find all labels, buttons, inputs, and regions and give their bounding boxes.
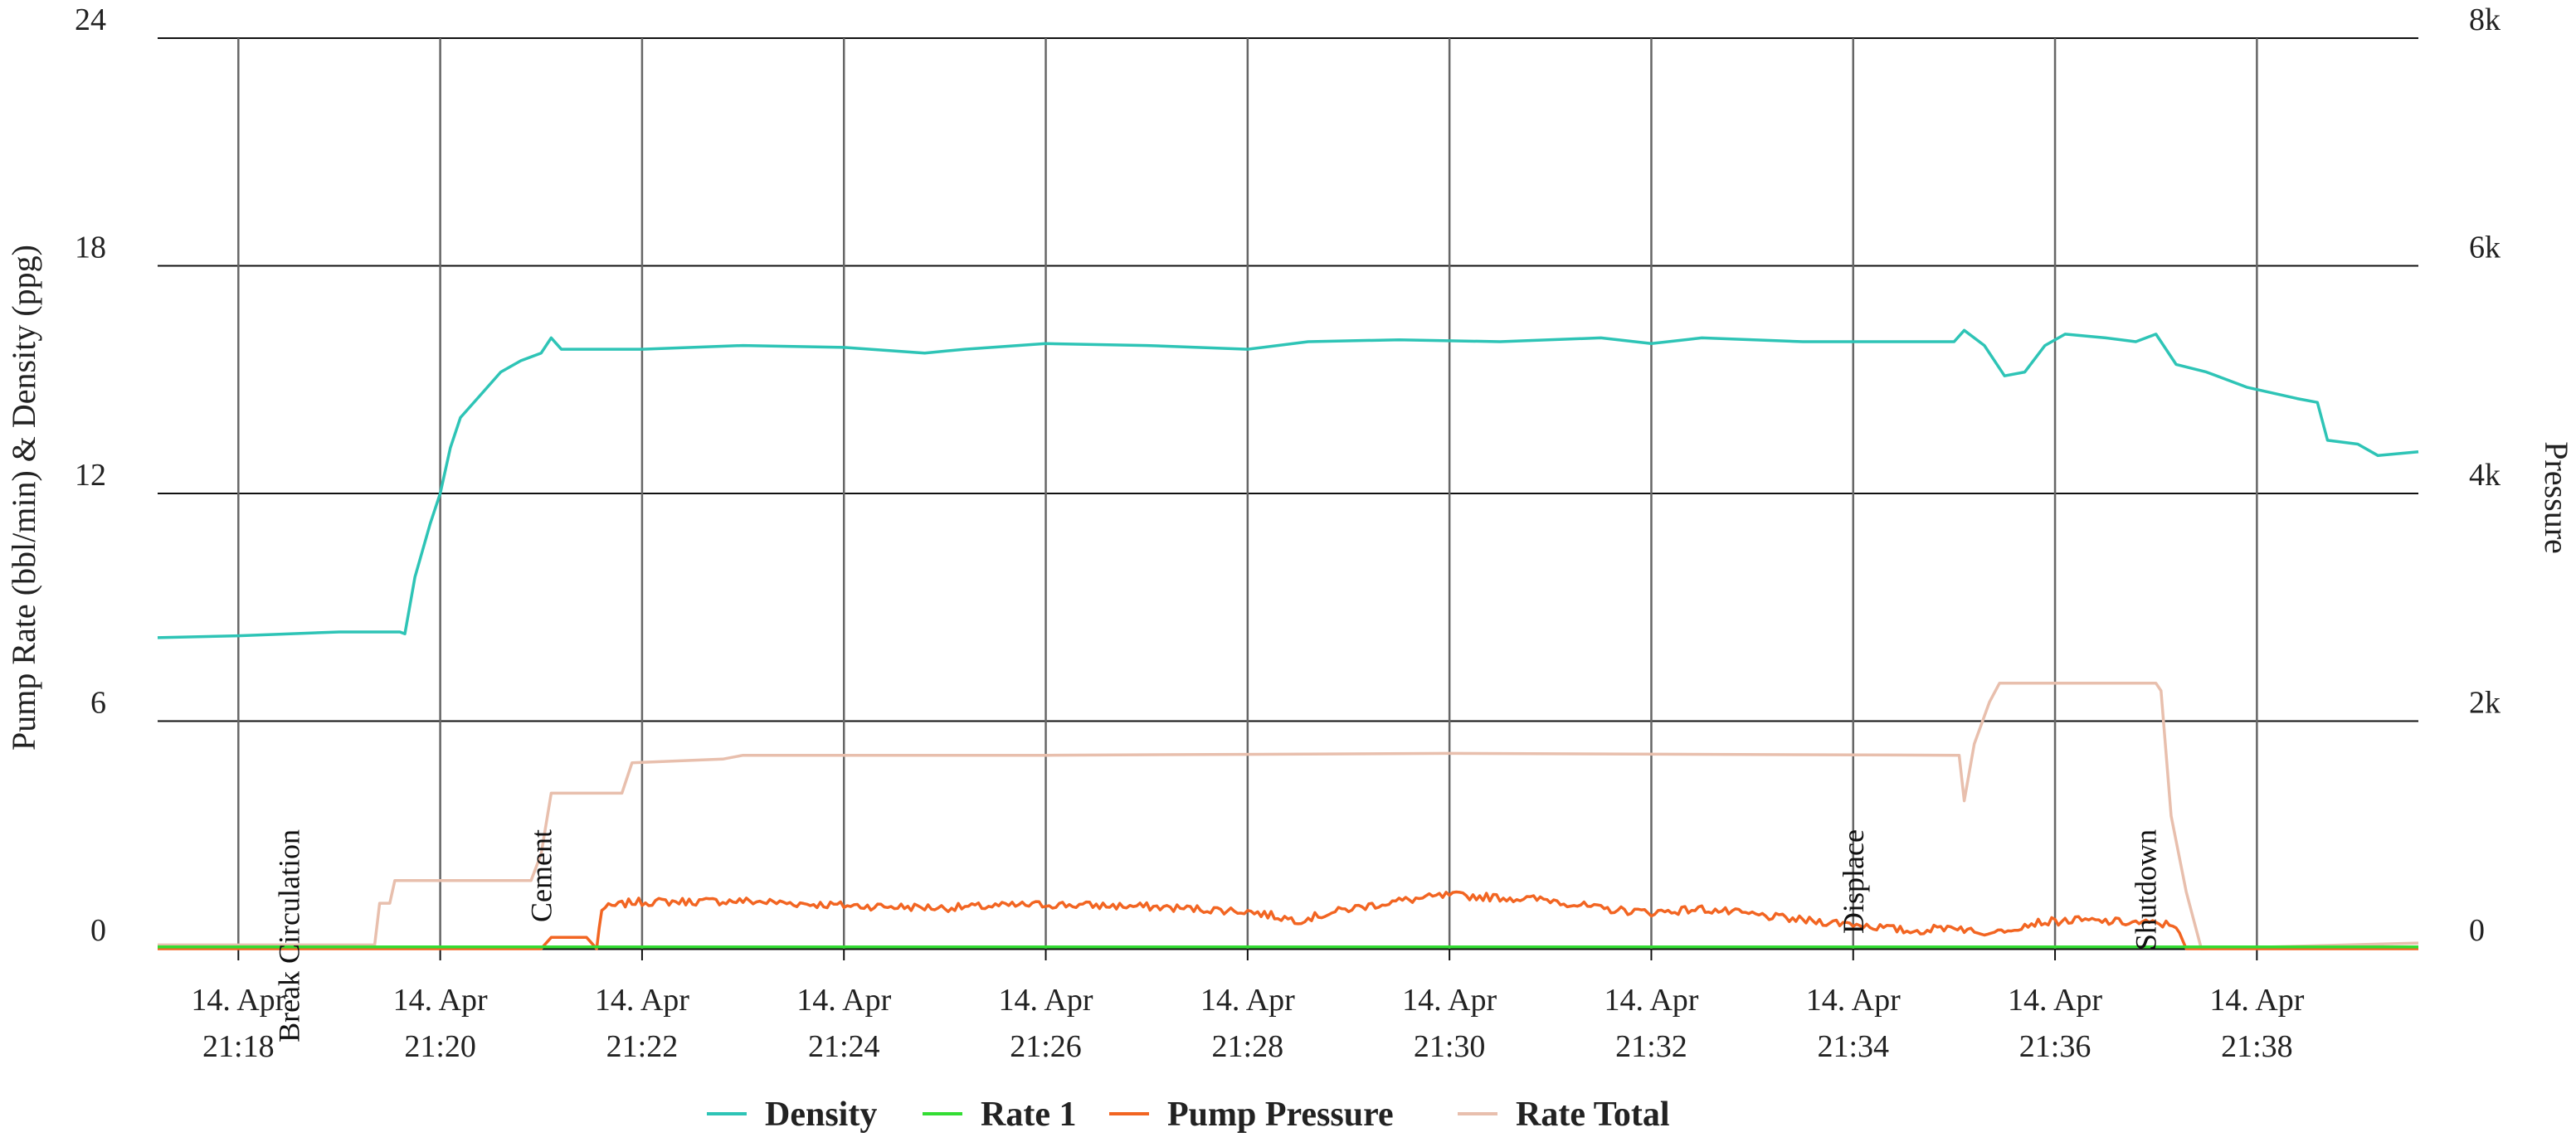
y2-tick-label: 4k <box>2469 458 2501 493</box>
x-axis: 14. Apr 21:18 14. Apr 21:20 14. Apr 21:22 14. … <box>191 983 2304 1064</box>
y2-tick-label: 8k <box>2469 2 2501 37</box>
legend-item-label: Pump Pressure <box>1167 1096 1394 1134</box>
x-tick-date: 14. Apr <box>2209 983 2304 1018</box>
x-tick-time: 21:24 <box>808 1029 880 1064</box>
x-tick-date: 14. Apr <box>1806 983 1901 1018</box>
x-tick-time: 21:26 <box>1010 1029 1082 1064</box>
event-label-shutdown: Shutdown <box>2130 829 2163 950</box>
series-line-rate-total <box>158 682 2419 950</box>
y-tick-label: 18 <box>75 231 106 265</box>
x-tick-time: 21:36 <box>2019 1029 2091 1064</box>
event-label-break-circulation: Break Circulation <box>272 829 305 1042</box>
y2-axis-title: Pressure <box>2538 441 2575 554</box>
legend-item-label: Rate Total <box>1516 1096 1670 1134</box>
x-tick-time: 21:28 <box>1212 1029 1284 1064</box>
legend-item-label: Rate 1 <box>981 1096 1076 1134</box>
event-label-displace: Displace <box>1837 829 1870 934</box>
x-tick-time: 21:18 <box>202 1029 275 1064</box>
x-tick-time: 21:34 <box>1817 1029 1889 1064</box>
legend-item-label: Density <box>765 1096 877 1134</box>
x-tick-date: 14. Apr <box>2008 983 2102 1018</box>
legend: Density Rate 1 Pump Pressure Rate Total <box>707 1096 1670 1134</box>
grid <box>158 37 2418 960</box>
y2-tick-label: 2k <box>2469 686 2501 721</box>
y-axis-left: 0 6 12 18 24 <box>75 2 106 948</box>
x-tick-time: 21:38 <box>2221 1029 2293 1064</box>
y-tick-label: 6 <box>90 686 106 721</box>
x-tick-date: 14. Apr <box>1604 983 1698 1018</box>
x-tick-date: 14. Apr <box>191 983 285 1018</box>
x-tick-date: 14. Apr <box>796 983 891 1018</box>
x-tick-date: 14. Apr <box>595 983 689 1018</box>
x-tick-date: 14. Apr <box>393 983 488 1018</box>
x-tick-time: 21:22 <box>606 1029 679 1064</box>
y-axis-right: 0 2k 4k 6k 8k <box>2469 2 2501 948</box>
series-line-density <box>157 328 2419 639</box>
x-tick-time: 21:32 <box>1615 1029 1687 1064</box>
x-tick-time: 21:30 <box>1414 1029 1486 1064</box>
event-annotations: Break Circulation Cement Displace Shutdown <box>272 829 2162 1042</box>
y-tick-label: 12 <box>75 458 106 493</box>
x-tick-date: 14. Apr <box>1402 983 1497 1018</box>
event-label-cement: Cement <box>524 829 558 922</box>
plot-area <box>157 328 2419 950</box>
x-tick-time: 21:20 <box>404 1029 476 1064</box>
x-tick-date: 14. Apr <box>999 983 1093 1018</box>
y-tick-label: 24 <box>75 2 106 37</box>
y2-tick-label: 6k <box>2469 231 2501 265</box>
x-tick-date: 14. Apr <box>1200 983 1295 1018</box>
y-axis-title: Pump Rate (bbl/min) & Density (ppg) <box>5 245 42 751</box>
y-tick-label: 0 <box>90 913 106 948</box>
y2-tick-label: 0 <box>2469 913 2485 948</box>
series-line-pump-pressure <box>158 890 2418 950</box>
